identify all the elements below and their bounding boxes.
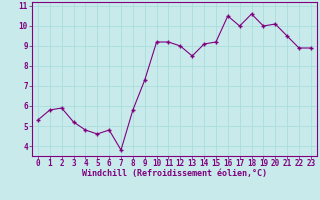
X-axis label: Windchill (Refroidissement éolien,°C): Windchill (Refroidissement éolien,°C): [82, 169, 267, 178]
